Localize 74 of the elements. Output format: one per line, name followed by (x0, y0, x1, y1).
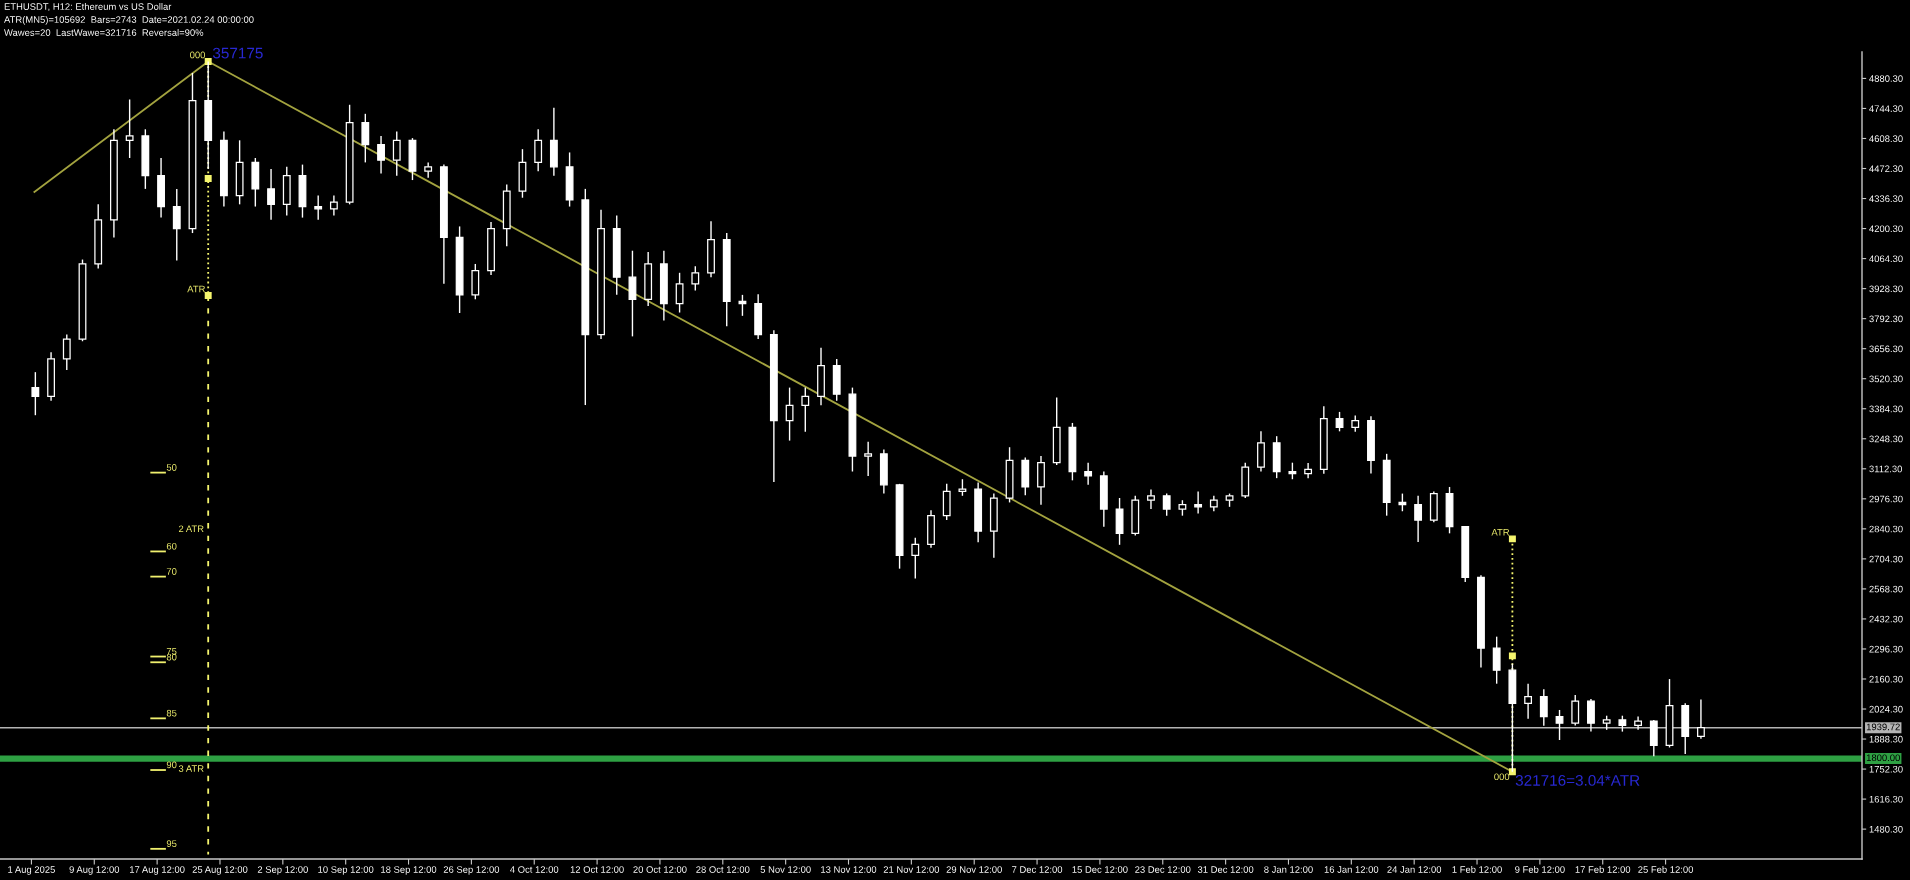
y-tick-label: 2704.30 (1869, 555, 1903, 563)
y-tick-label: 2296.30 (1869, 645, 1903, 653)
annotation: 357175 (212, 47, 263, 59)
series-label: 85 (166, 709, 177, 717)
x-tick-label: 1 Aug 2025 (8, 866, 55, 875)
y-tick-label: 2024.30 (1869, 705, 1903, 713)
x-tick-label: 25 Aug 12:00 (192, 866, 248, 875)
x-tick-label: 4 Oct 12:00 (510, 866, 559, 873)
x-tick-label: 16 Jan 12:00 (1324, 866, 1379, 873)
y-tick-label: 1888.30 (1869, 735, 1903, 743)
y-tick-label: 4200.30 (1869, 225, 1903, 233)
x-tick-label: 15 Dec 12:00 (1072, 866, 1128, 873)
series-label: 95 (166, 840, 177, 847)
x-tick-label: 21 Nov 12:00 (883, 866, 940, 873)
x-tick-label: 5 Nov 12:00 (760, 866, 811, 873)
y-tick-label: 4336.30 (1869, 195, 1903, 203)
series-label: 50 (166, 464, 177, 471)
ref-line-label: 1939.72 (1866, 723, 1900, 731)
x-tick-label: 12 Oct 12:00 (570, 866, 624, 873)
x-tick-label: 17 Aug 12:00 (130, 866, 185, 875)
y-tick-label: 4064.30 (1869, 255, 1903, 263)
y-tick-label: 4472.30 (1869, 165, 1903, 173)
y-tick-label: 2432.30 (1869, 615, 1903, 623)
x-tick-label: 28 Oct 12:00 (696, 866, 750, 873)
ref-line-label: 1800.00 (1866, 754, 1900, 762)
text: Wawes=20 LastWawe=321716 Reversal=90% (4, 29, 204, 36)
x-tick-label: 20 Oct 12:00 (633, 866, 687, 873)
x-tick-label: 24 Jan 12:00 (1387, 866, 1442, 873)
annotation: 000 (1494, 773, 1510, 781)
series-label: 60 (166, 542, 177, 550)
y-tick-label: 3928.30 (1869, 285, 1903, 293)
y-tick-label: 1480.30 (1869, 825, 1903, 833)
series-label: 75 (166, 648, 177, 655)
x-tick-label: 25 Feb 12:00 (1638, 865, 1694, 873)
series-label: 80 (166, 653, 177, 661)
y-tick-label: 2840.30 (1869, 525, 1903, 533)
series-label: 70 (166, 568, 177, 575)
x-tick-label: 9 Aug 12:00 (69, 866, 120, 875)
y-tick-label: 2160.30 (1869, 675, 1903, 683)
x-tick-label: 10 Sep 12:00 (318, 866, 374, 875)
y-tick-label: 2568.30 (1869, 585, 1903, 593)
annotation: 000 (190, 51, 206, 59)
annotation: 321716=3.04*ATR (1515, 774, 1640, 786)
chart-title: ETHUSDT, H12: Ethereum vs US Dollar (4, 3, 172, 12)
x-tick-label: 13 Nov 12:00 (821, 866, 877, 873)
annotation: 2 ATR (178, 525, 204, 533)
y-tick-label: 3520.30 (1869, 375, 1903, 383)
x-tick-label: 23 Dec 12:00 (1135, 866, 1191, 873)
x-tick-label: 17 Feb 12:00 (1575, 865, 1631, 873)
y-tick-label: 4608.30 (1869, 135, 1903, 142)
y-tick-label: 1752.30 (1869, 765, 1903, 773)
x-tick-label: 2 Sep 12:00 (257, 866, 308, 875)
annotation: ATR (1491, 529, 1510, 536)
x-tick-label: 9 Feb 12:00 (1515, 865, 1565, 873)
x-tick-label: 7 Dec 12:00 (1012, 866, 1063, 873)
y-tick-label: 3656.30 (1869, 345, 1903, 353)
annotation: 3 ATR (178, 765, 204, 772)
y-tick-label: 4744.30 (1869, 105, 1903, 112)
y-tick-label: 3384.30 (1869, 405, 1903, 413)
x-tick-label: 8 Jan 12:00 (1264, 866, 1313, 873)
x-tick-label: 1 Feb 12:00 (1452, 865, 1502, 873)
x-tick-label: 31 Dec 12:00 (1197, 866, 1254, 873)
y-tick-label: 4880.30 (1869, 75, 1903, 82)
y-tick-label: 1616.30 (1869, 795, 1903, 803)
y-tick-label: 3792.30 (1869, 315, 1903, 323)
annotation: ATR (187, 285, 205, 293)
y-tick-label: 2976.30 (1869, 495, 1903, 503)
chart-subtitle: ATR(MN5)=105692 Bars=2743 Date=2021.02.24 00:00:00 (4, 16, 254, 25)
y-tick-label: 3248.30 (1869, 435, 1903, 443)
y-tick-label: 3112.30 (1869, 465, 1903, 473)
series-label: 90 (166, 761, 177, 769)
x-tick-label: 18 Sep 12:00 (381, 866, 437, 875)
x-tick-label: 29 Nov 12:00 (946, 866, 1002, 873)
x-tick-label: 26 Sep 12:00 (443, 866, 500, 875)
